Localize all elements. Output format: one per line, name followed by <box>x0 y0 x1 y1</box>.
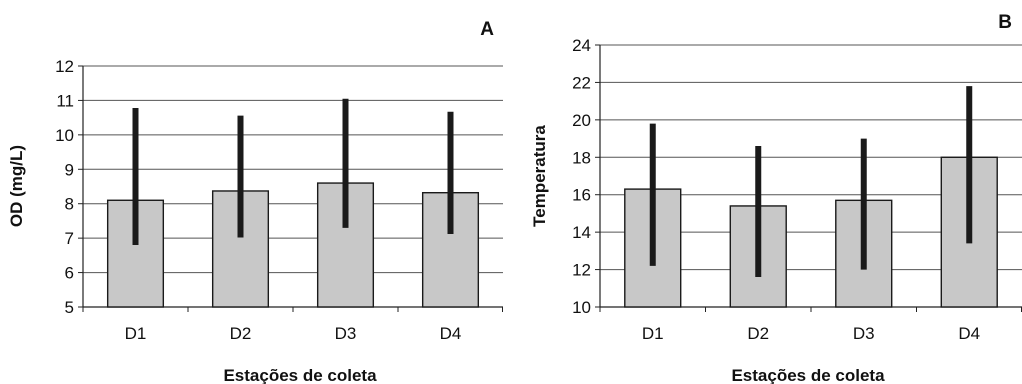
y-axis-title: OD (mg/L) <box>7 145 26 227</box>
y-tick-label: 11 <box>56 91 74 110</box>
y-tick-label: 24 <box>572 36 591 55</box>
y-tick-label: 18 <box>572 148 591 167</box>
y-tick-label: 10 <box>572 298 591 317</box>
y-tick-label: 5 <box>65 298 74 317</box>
panel-letter: A <box>480 19 494 40</box>
y-tick-label: 14 <box>572 223 591 242</box>
chart-panel-b: 10 12 14 16 18 20 22 24 D1 D2 D3 D4 Temperatura Estaç… <box>530 12 1022 384</box>
y-tick-label: 16 <box>572 186 591 205</box>
x-category-label: D3 <box>853 324 875 343</box>
y-tick-label: 8 <box>65 195 74 214</box>
x-axis-title: Estações de coleta <box>731 366 885 384</box>
y-tick-label: 10 <box>55 126 74 145</box>
x-category-label: D1 <box>642 324 664 343</box>
y-tick-label: 22 <box>572 73 591 92</box>
y-tick-label: 9 <box>65 160 74 179</box>
x-category-label: D2 <box>747 324 769 343</box>
x-category-label: D2 <box>230 324 252 343</box>
x-category-label: D4 <box>440 324 462 343</box>
y-tick-label: 12 <box>572 261 591 280</box>
y-axis-title: Temperatura <box>530 125 549 227</box>
y-tick-label: 20 <box>572 111 591 130</box>
x-category-label: D4 <box>958 324 980 343</box>
panel-letter: B <box>998 12 1012 33</box>
y-tick-label: 6 <box>65 264 74 283</box>
x-category-label: D3 <box>335 324 357 343</box>
x-category-label: D1 <box>125 324 147 343</box>
x-axis-title: Estações de coleta <box>223 366 377 384</box>
chart-panel-a: 5 6 7 8 9 10 11 12 D1 D2 D3 D4 OD (mg/L) Estações de … <box>7 19 503 384</box>
y-tick-label: 12 <box>55 57 74 76</box>
y-tick-label: 7 <box>65 229 74 248</box>
